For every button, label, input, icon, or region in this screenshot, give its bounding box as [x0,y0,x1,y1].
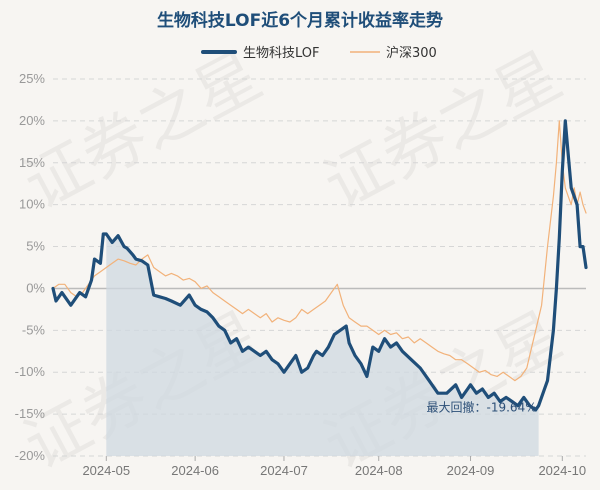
y-tick-label: -10% [15,364,46,379]
y-axis: 25% 20% 15% 10% 5% 0% -5% -10% -15% -20% [15,71,46,463]
y-tick-label: -5% [22,322,46,337]
y-tick-label: -15% [15,406,46,421]
y-tick-label: -20% [15,448,46,463]
y-tick-label: 10% [19,197,45,212]
x-tick-label: 2024-05 [82,463,130,478]
max-drawdown-area [106,233,539,456]
series-line-benchmark [52,120,587,382]
chart-title: 生物科技LOF近6个月累计收益率走势 [157,10,443,31]
series-line-fund [51,119,588,412]
drawdown-area-layer [106,233,539,456]
x-axis: 2024-05 2024-06 2024-07 2024-08 2024-09 2024-… [82,456,586,478]
y-tick-label: 15% [19,155,45,170]
x-tick-label: 2024-06 [171,463,219,478]
x-tick-label: 2024-08 [355,463,403,478]
y-tick-label: 5% [26,239,45,254]
x-tick-label: 2024-09 [447,463,495,478]
watermark-text: 证券之星 [13,39,274,225]
x-tick-label: 2024-10 [538,463,586,478]
watermark-text: 证券之星 [313,39,574,225]
y-tick-label: 20% [19,113,45,128]
legend: 生物科技LOF 沪深300 [201,45,437,61]
y-tick-label: 0% [26,280,45,295]
x-tick-label: 2024-07 [260,463,308,478]
max-drawdown-label: 最大回撤：-19.64% [427,400,537,415]
series-layer [51,119,588,412]
legend-label-benchmark: 沪深300 [386,45,437,61]
legend-label-fund: 生物科技LOF [243,46,320,61]
y-tick-label: 25% [19,71,45,86]
